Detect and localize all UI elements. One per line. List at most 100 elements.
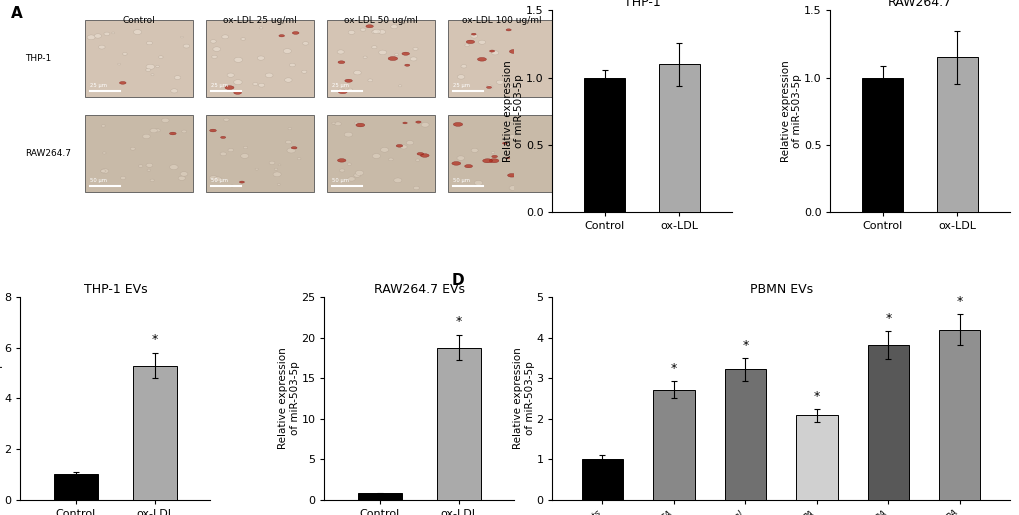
Ellipse shape [227,73,234,77]
Ellipse shape [94,34,102,38]
Ellipse shape [150,129,157,133]
Ellipse shape [413,47,418,50]
Ellipse shape [130,147,136,150]
Ellipse shape [502,142,506,144]
Ellipse shape [471,33,476,35]
Ellipse shape [537,52,543,55]
Y-axis label: Relative expression
of miR-503-5p: Relative expression of miR-503-5p [0,348,3,450]
Ellipse shape [406,141,414,145]
Ellipse shape [368,79,372,82]
Ellipse shape [210,129,216,132]
Ellipse shape [401,52,410,55]
Ellipse shape [541,77,547,81]
Ellipse shape [210,40,216,43]
Ellipse shape [174,76,180,79]
Ellipse shape [388,57,397,60]
Ellipse shape [528,38,532,40]
Text: B: B [484,0,495,1]
Ellipse shape [544,141,549,144]
Ellipse shape [337,50,343,54]
Ellipse shape [87,35,95,40]
Ellipse shape [471,34,477,38]
Ellipse shape [390,25,397,29]
Ellipse shape [223,118,229,122]
Bar [133,366,176,500]
Ellipse shape [221,35,228,39]
Ellipse shape [302,70,307,73]
Ellipse shape [339,169,344,172]
Ellipse shape [273,172,281,177]
Ellipse shape [331,122,335,124]
Text: *: * [742,339,748,352]
Ellipse shape [230,185,233,187]
Ellipse shape [133,30,142,35]
Ellipse shape [244,146,248,149]
Bar [658,64,699,213]
Ellipse shape [213,177,221,182]
Ellipse shape [146,64,155,70]
Ellipse shape [213,47,220,52]
Ellipse shape [286,148,296,153]
Bar [54,474,98,500]
Ellipse shape [101,169,109,174]
Ellipse shape [291,147,297,149]
Ellipse shape [104,32,110,36]
Ellipse shape [269,161,275,164]
Ellipse shape [233,80,242,84]
Text: ox-LDL 100 ug/ml: ox-LDL 100 ug/ml [462,16,541,25]
Ellipse shape [161,118,169,123]
Ellipse shape [258,83,265,87]
Y-axis label: Relative expression
of miR-503-5p: Relative expression of miR-503-5p [513,348,534,450]
Ellipse shape [233,91,242,94]
Ellipse shape [491,51,498,55]
Ellipse shape [356,123,365,127]
Ellipse shape [371,46,377,49]
Bar [936,58,977,213]
Ellipse shape [289,63,296,67]
Text: *: * [671,362,677,374]
Ellipse shape [225,85,233,90]
Ellipse shape [257,56,264,60]
Text: 25 μm: 25 μm [210,83,227,88]
Ellipse shape [399,145,407,149]
Ellipse shape [474,180,482,185]
Ellipse shape [344,132,353,137]
Ellipse shape [354,71,361,75]
Ellipse shape [347,30,355,35]
Ellipse shape [510,121,513,123]
Ellipse shape [303,42,309,45]
Y-axis label: Relative expression
of miR-503-5p: Relative expression of miR-503-5p [502,60,524,162]
Ellipse shape [346,163,351,165]
Ellipse shape [465,44,469,46]
Ellipse shape [146,163,153,167]
Ellipse shape [410,57,417,61]
Text: D: D [451,273,464,288]
Text: 50 μm: 50 μm [331,178,348,183]
Bar [796,416,837,500]
Ellipse shape [524,119,527,121]
Text: A: A [10,6,22,21]
Ellipse shape [478,40,485,44]
Ellipse shape [417,152,423,155]
Bar [358,493,401,500]
Ellipse shape [239,181,245,183]
Ellipse shape [150,179,154,182]
Ellipse shape [451,162,461,165]
Ellipse shape [535,73,542,76]
Ellipse shape [337,159,345,162]
Ellipse shape [398,85,401,87]
Ellipse shape [169,165,178,169]
Ellipse shape [395,145,403,147]
Ellipse shape [99,45,105,49]
Ellipse shape [337,89,344,93]
Ellipse shape [158,56,163,58]
Ellipse shape [531,80,541,83]
Ellipse shape [531,181,538,184]
Text: ox-LDL 25 ug/ml: ox-LDL 25 ug/ml [223,16,297,25]
Ellipse shape [486,85,492,89]
Ellipse shape [228,148,233,152]
Ellipse shape [486,87,491,89]
Ellipse shape [240,38,246,40]
Ellipse shape [283,49,291,54]
Ellipse shape [155,129,160,132]
